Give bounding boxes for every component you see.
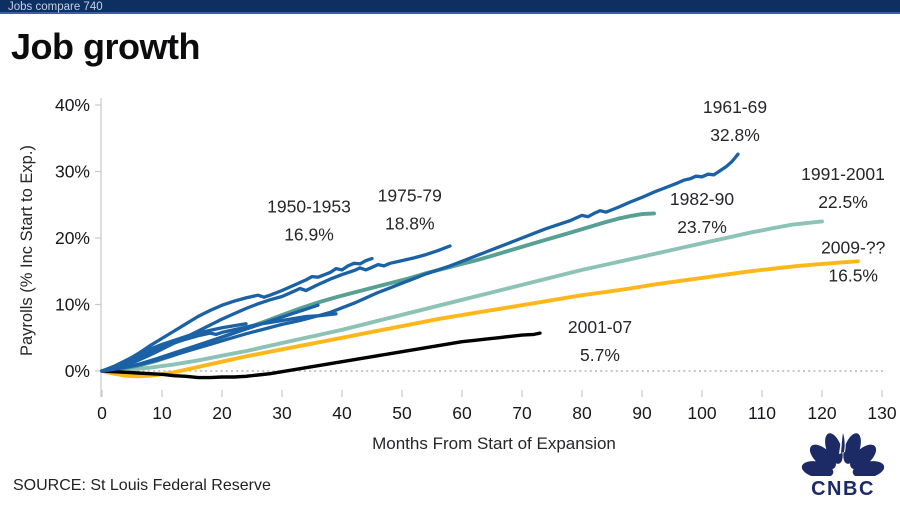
series-label-pct-1982-90: 23.7% <box>677 217 727 237</box>
series-line-2009-now <box>100 259 860 379</box>
y-tick-label: 30% <box>55 162 90 182</box>
series-line-unlabeled-short-b <box>100 312 338 373</box>
cnbc-peacock-icon <box>801 431 885 479</box>
x-tick-label: 20 <box>212 403 232 423</box>
x-tick-label: 10 <box>152 403 172 423</box>
x-tick-label: 120 <box>807 403 836 423</box>
series-label-1950-1953: 1950-1953 <box>267 197 351 217</box>
source-note: SOURCE: St Louis Federal Reserve <box>13 477 271 494</box>
topbar-label: Jobs compare 740 <box>8 1 103 13</box>
series-line-1950-1953 <box>100 256 374 373</box>
x-tick-label: 40 <box>332 403 352 423</box>
series-label-1982-90: 1982-90 <box>670 189 734 209</box>
y-tick-label: 10% <box>55 295 90 315</box>
series-label-pct-1961-69: 32.8% <box>710 125 760 145</box>
y-tick-label: 40% <box>55 95 90 115</box>
series-line-1991-2001 <box>100 219 824 373</box>
x-tick-label: 0 <box>97 403 107 423</box>
series-label-2009-now: 2009-?? <box>821 237 885 257</box>
series-line-2001-07 <box>100 331 542 380</box>
series-label-1961-69: 1961-69 <box>703 97 767 117</box>
series-label-2001-07: 2001-07 <box>568 317 632 337</box>
x-tick-label: 100 <box>687 403 716 423</box>
x-tick-label: 50 <box>392 403 412 423</box>
cnbc-logo: CNBC <box>798 430 888 501</box>
series-label-pct-1991-2001: 22.5% <box>818 192 868 212</box>
x-tick-label: 60 <box>452 403 472 423</box>
x-tick-label: 80 <box>572 403 592 423</box>
y-tick-label: 0% <box>65 361 90 381</box>
x-tick-label: 110 <box>748 403 776 423</box>
cnbc-wordmark: CNBC <box>811 478 875 500</box>
series-label-pct-2001-07: 5.7% <box>580 345 620 365</box>
series-label-pct-1975-79: 18.8% <box>385 213 435 233</box>
series-label-1975-79: 1975-79 <box>378 185 442 205</box>
browser-topbar: Jobs compare 740 <box>0 0 900 14</box>
x-tick-label: 90 <box>632 403 652 423</box>
series-label-pct-2009-now: 16.5% <box>828 265 878 285</box>
page-title: Job growth <box>11 26 200 67</box>
y-tick-label: 20% <box>55 228 90 248</box>
series-label-pct-1950-1953: 16.9% <box>284 225 334 245</box>
series-line-1975-79 <box>100 244 452 373</box>
x-tick-label: 30 <box>272 403 292 423</box>
x-axis-title: Months From Start of Expansion <box>372 434 616 453</box>
x-tick-label: 70 <box>512 403 532 423</box>
series-line-1961-69 <box>100 152 740 373</box>
x-tick-label: 130 <box>867 403 896 423</box>
series-label-1991-2001: 1991-2001 <box>801 164 885 184</box>
